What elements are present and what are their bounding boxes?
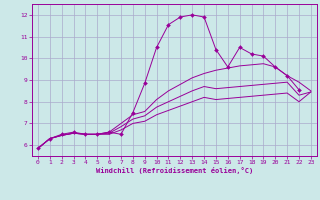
X-axis label: Windchill (Refroidissement éolien,°C): Windchill (Refroidissement éolien,°C) [96,167,253,174]
